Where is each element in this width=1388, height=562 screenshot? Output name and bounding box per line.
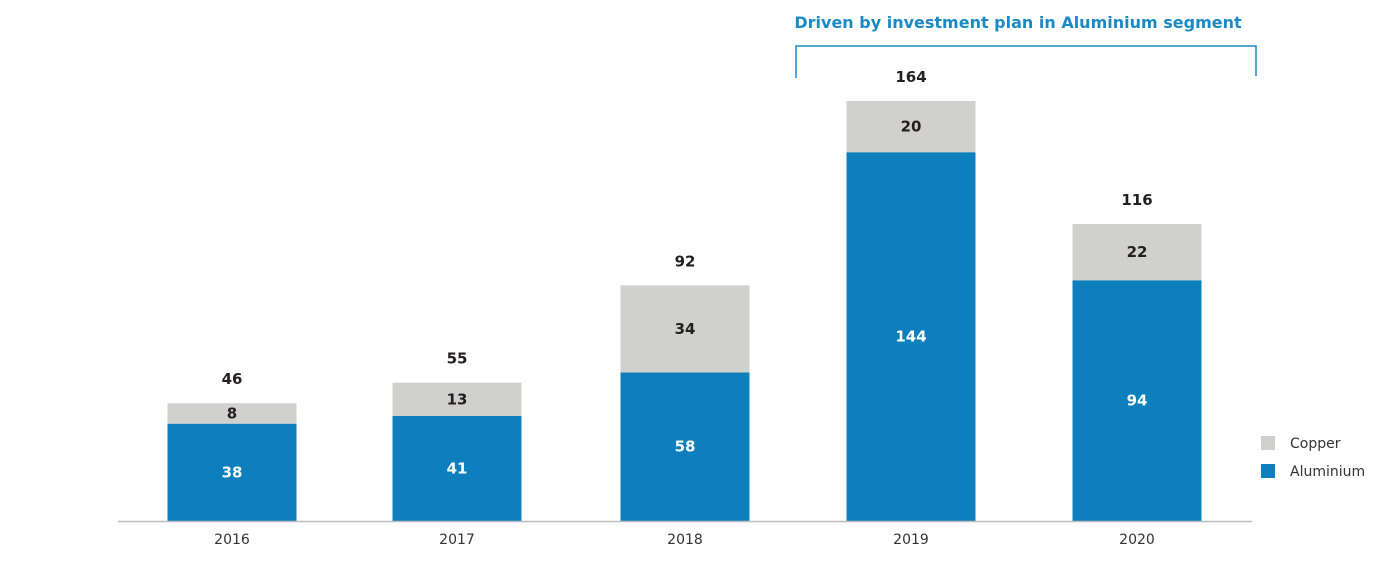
annotation: Driven by investment plan in Aluminium s… bbox=[794, 13, 1257, 78]
legend-swatch-aluminium bbox=[1261, 464, 1275, 478]
data-label-total-2020: 116 bbox=[1121, 191, 1152, 209]
data-label-aluminium-2019: 144 bbox=[895, 328, 926, 346]
bar-aluminium-2020 bbox=[1072, 280, 1202, 521]
data-label-aluminium-2017: 41 bbox=[447, 460, 468, 478]
data-label-copper-2019: 20 bbox=[901, 118, 922, 136]
legend-swatch-copper bbox=[1261, 436, 1275, 450]
bar-group-2019: 144 20 164 bbox=[846, 68, 976, 521]
x-tick-label-2018: 2018 bbox=[667, 532, 703, 548]
x-tick-label-2019: 2019 bbox=[893, 532, 929, 548]
data-label-total-2018: 92 bbox=[675, 252, 696, 270]
bar-copper-2018 bbox=[620, 285, 750, 373]
data-label-aluminium-2018: 58 bbox=[675, 438, 696, 456]
legend-label-copper: Copper bbox=[1290, 436, 1341, 452]
x-tick-label-2017: 2017 bbox=[439, 532, 475, 548]
bar-aluminium-2018 bbox=[620, 372, 750, 521]
legend-label-aluminium: Aluminium bbox=[1290, 464, 1365, 480]
bar-aluminium-2016 bbox=[167, 423, 297, 521]
data-label-copper-2018: 34 bbox=[675, 320, 696, 338]
bar-group-2020: 94 22 116 bbox=[1072, 191, 1202, 521]
annotation-text: Driven by investment plan in Aluminium s… bbox=[794, 13, 1242, 32]
x-tick-labels: 2016 2017 2018 2019 2020 bbox=[214, 532, 1155, 548]
bar-group-2017: 41 13 55 bbox=[392, 350, 522, 521]
bar-copper-2016 bbox=[167, 403, 297, 424]
bar-group-2016: 38 8 46 bbox=[167, 370, 297, 521]
bar-aluminium-2017 bbox=[392, 416, 522, 521]
bars-layer: 38 8 46 41 13 55 58 34 92 144 20 164 94 22 116 bbox=[167, 68, 1202, 521]
data-label-total-2019: 164 bbox=[895, 68, 926, 86]
x-tick-label-2020: 2020 bbox=[1119, 532, 1155, 548]
bar-group-2018: 58 34 92 bbox=[620, 252, 750, 521]
data-label-total-2016: 46 bbox=[222, 370, 243, 388]
x-tick-label-2016: 2016 bbox=[214, 532, 250, 548]
bar-copper-2017 bbox=[392, 382, 522, 416]
bar-copper-2019 bbox=[846, 101, 976, 153]
data-label-copper-2020: 22 bbox=[1127, 243, 1148, 261]
bar-copper-2020 bbox=[1072, 223, 1202, 281]
data-label-copper-2016: 8 bbox=[227, 404, 237, 422]
data-label-total-2017: 55 bbox=[447, 350, 468, 368]
data-label-aluminium-2020: 94 bbox=[1127, 392, 1148, 410]
data-label-copper-2017: 13 bbox=[447, 390, 468, 408]
bar-aluminium-2019 bbox=[846, 152, 976, 521]
legend: Copper Aluminium bbox=[1261, 436, 1365, 480]
annotation-bracket bbox=[795, 45, 1257, 78]
data-label-aluminium-2016: 38 bbox=[222, 463, 243, 481]
